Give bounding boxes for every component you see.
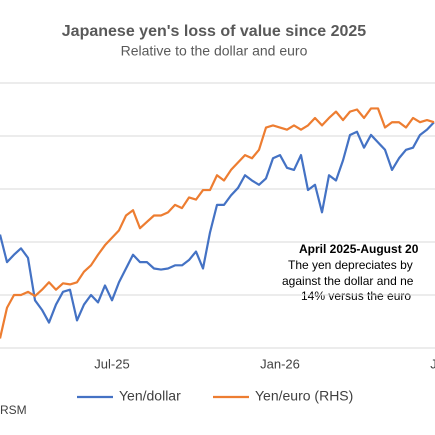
- x-tick-label: Jan-26: [260, 356, 300, 371]
- annotation: April 2025-August 20: [299, 242, 419, 256]
- series-line: [0, 121, 435, 324]
- x-tick-label: Jul-25: [94, 356, 129, 371]
- annotation: against the dollar and ne: [282, 274, 414, 288]
- series-line: [0, 107, 435, 339]
- legend-label: Yen/dollar: [119, 388, 181, 404]
- chart-title: Japanese yen's loss of value since 2025: [62, 23, 367, 40]
- x-tick-label: Jul-26: [430, 356, 435, 371]
- annotation: The yen depreciates by: [288, 258, 413, 272]
- annotation: 14% versus the euro: [301, 289, 411, 303]
- source: RSM: [0, 403, 27, 417]
- legend-label: Yen/euro (RHS): [255, 388, 353, 404]
- chart-subtitle: Relative to the dollar and euro: [121, 43, 308, 59]
